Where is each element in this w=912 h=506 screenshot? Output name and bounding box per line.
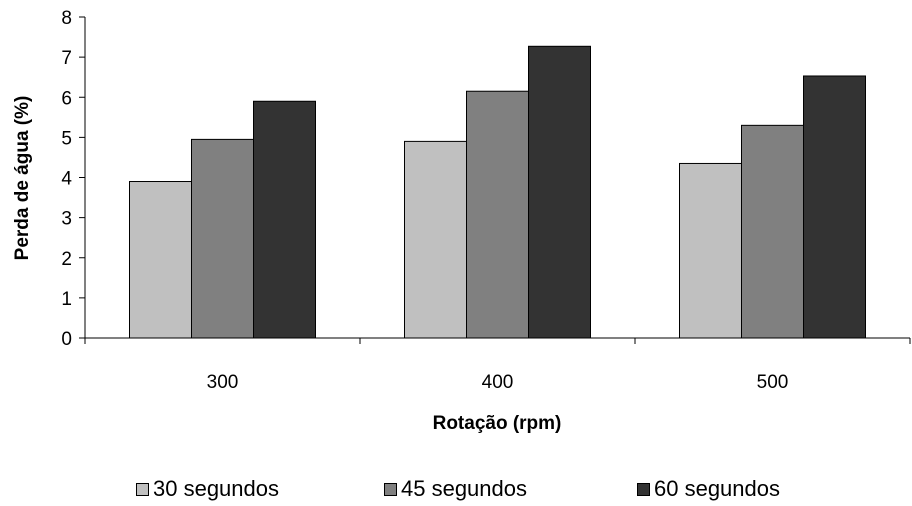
bar <box>191 138 254 339</box>
bars-group <box>129 45 866 339</box>
bar <box>404 140 467 339</box>
bar <box>679 162 742 339</box>
bar-chart: 0 1 2 3 4 5 6 7 8 300 400 500 Perda de água (%) Ro… <box>12 8 911 434</box>
x-axis-title: Rotação (rpm) <box>433 413 562 434</box>
y-tick-label: 3 <box>61 209 72 230</box>
legend-item: 60 segundos <box>637 476 780 502</box>
x-tick-label: 400 <box>482 372 514 393</box>
legend-swatch <box>637 482 650 496</box>
x-axis-ticks: 300 400 500 <box>84 338 911 393</box>
bar <box>129 181 192 339</box>
y-tick-label: 1 <box>61 289 72 310</box>
bar <box>741 124 804 339</box>
y-tick-label: 4 <box>61 169 72 190</box>
legend-swatch <box>384 482 397 496</box>
y-tick-label: 0 <box>61 329 72 350</box>
bar <box>528 45 591 339</box>
y-tick-label: 7 <box>61 48 72 69</box>
x-tick-label: 300 <box>207 372 239 393</box>
y-axis-ticks: 0 1 2 3 4 5 6 7 8 <box>61 8 85 350</box>
y-tick-label: 2 <box>61 249 72 270</box>
y-tick-label: 6 <box>61 88 72 109</box>
bar <box>253 100 316 339</box>
bar <box>466 90 529 339</box>
legend-item: 30 segundos <box>136 476 279 502</box>
legend-item: 45 segundos <box>384 476 527 502</box>
legend-label: 60 segundos <box>654 476 780 501</box>
x-tick-label: 500 <box>757 372 789 393</box>
bar <box>803 75 866 339</box>
legend-label: 45 segundos <box>401 476 527 501</box>
y-axis-title: Perda de água (%) <box>12 96 33 261</box>
legend-swatch <box>136 482 149 496</box>
legend-label: 30 segundos <box>153 476 279 501</box>
legend: 30 segundos 45 segundos 60 segundos <box>0 476 912 506</box>
y-tick-label: 8 <box>61 8 72 29</box>
y-tick-label: 5 <box>61 128 72 149</box>
